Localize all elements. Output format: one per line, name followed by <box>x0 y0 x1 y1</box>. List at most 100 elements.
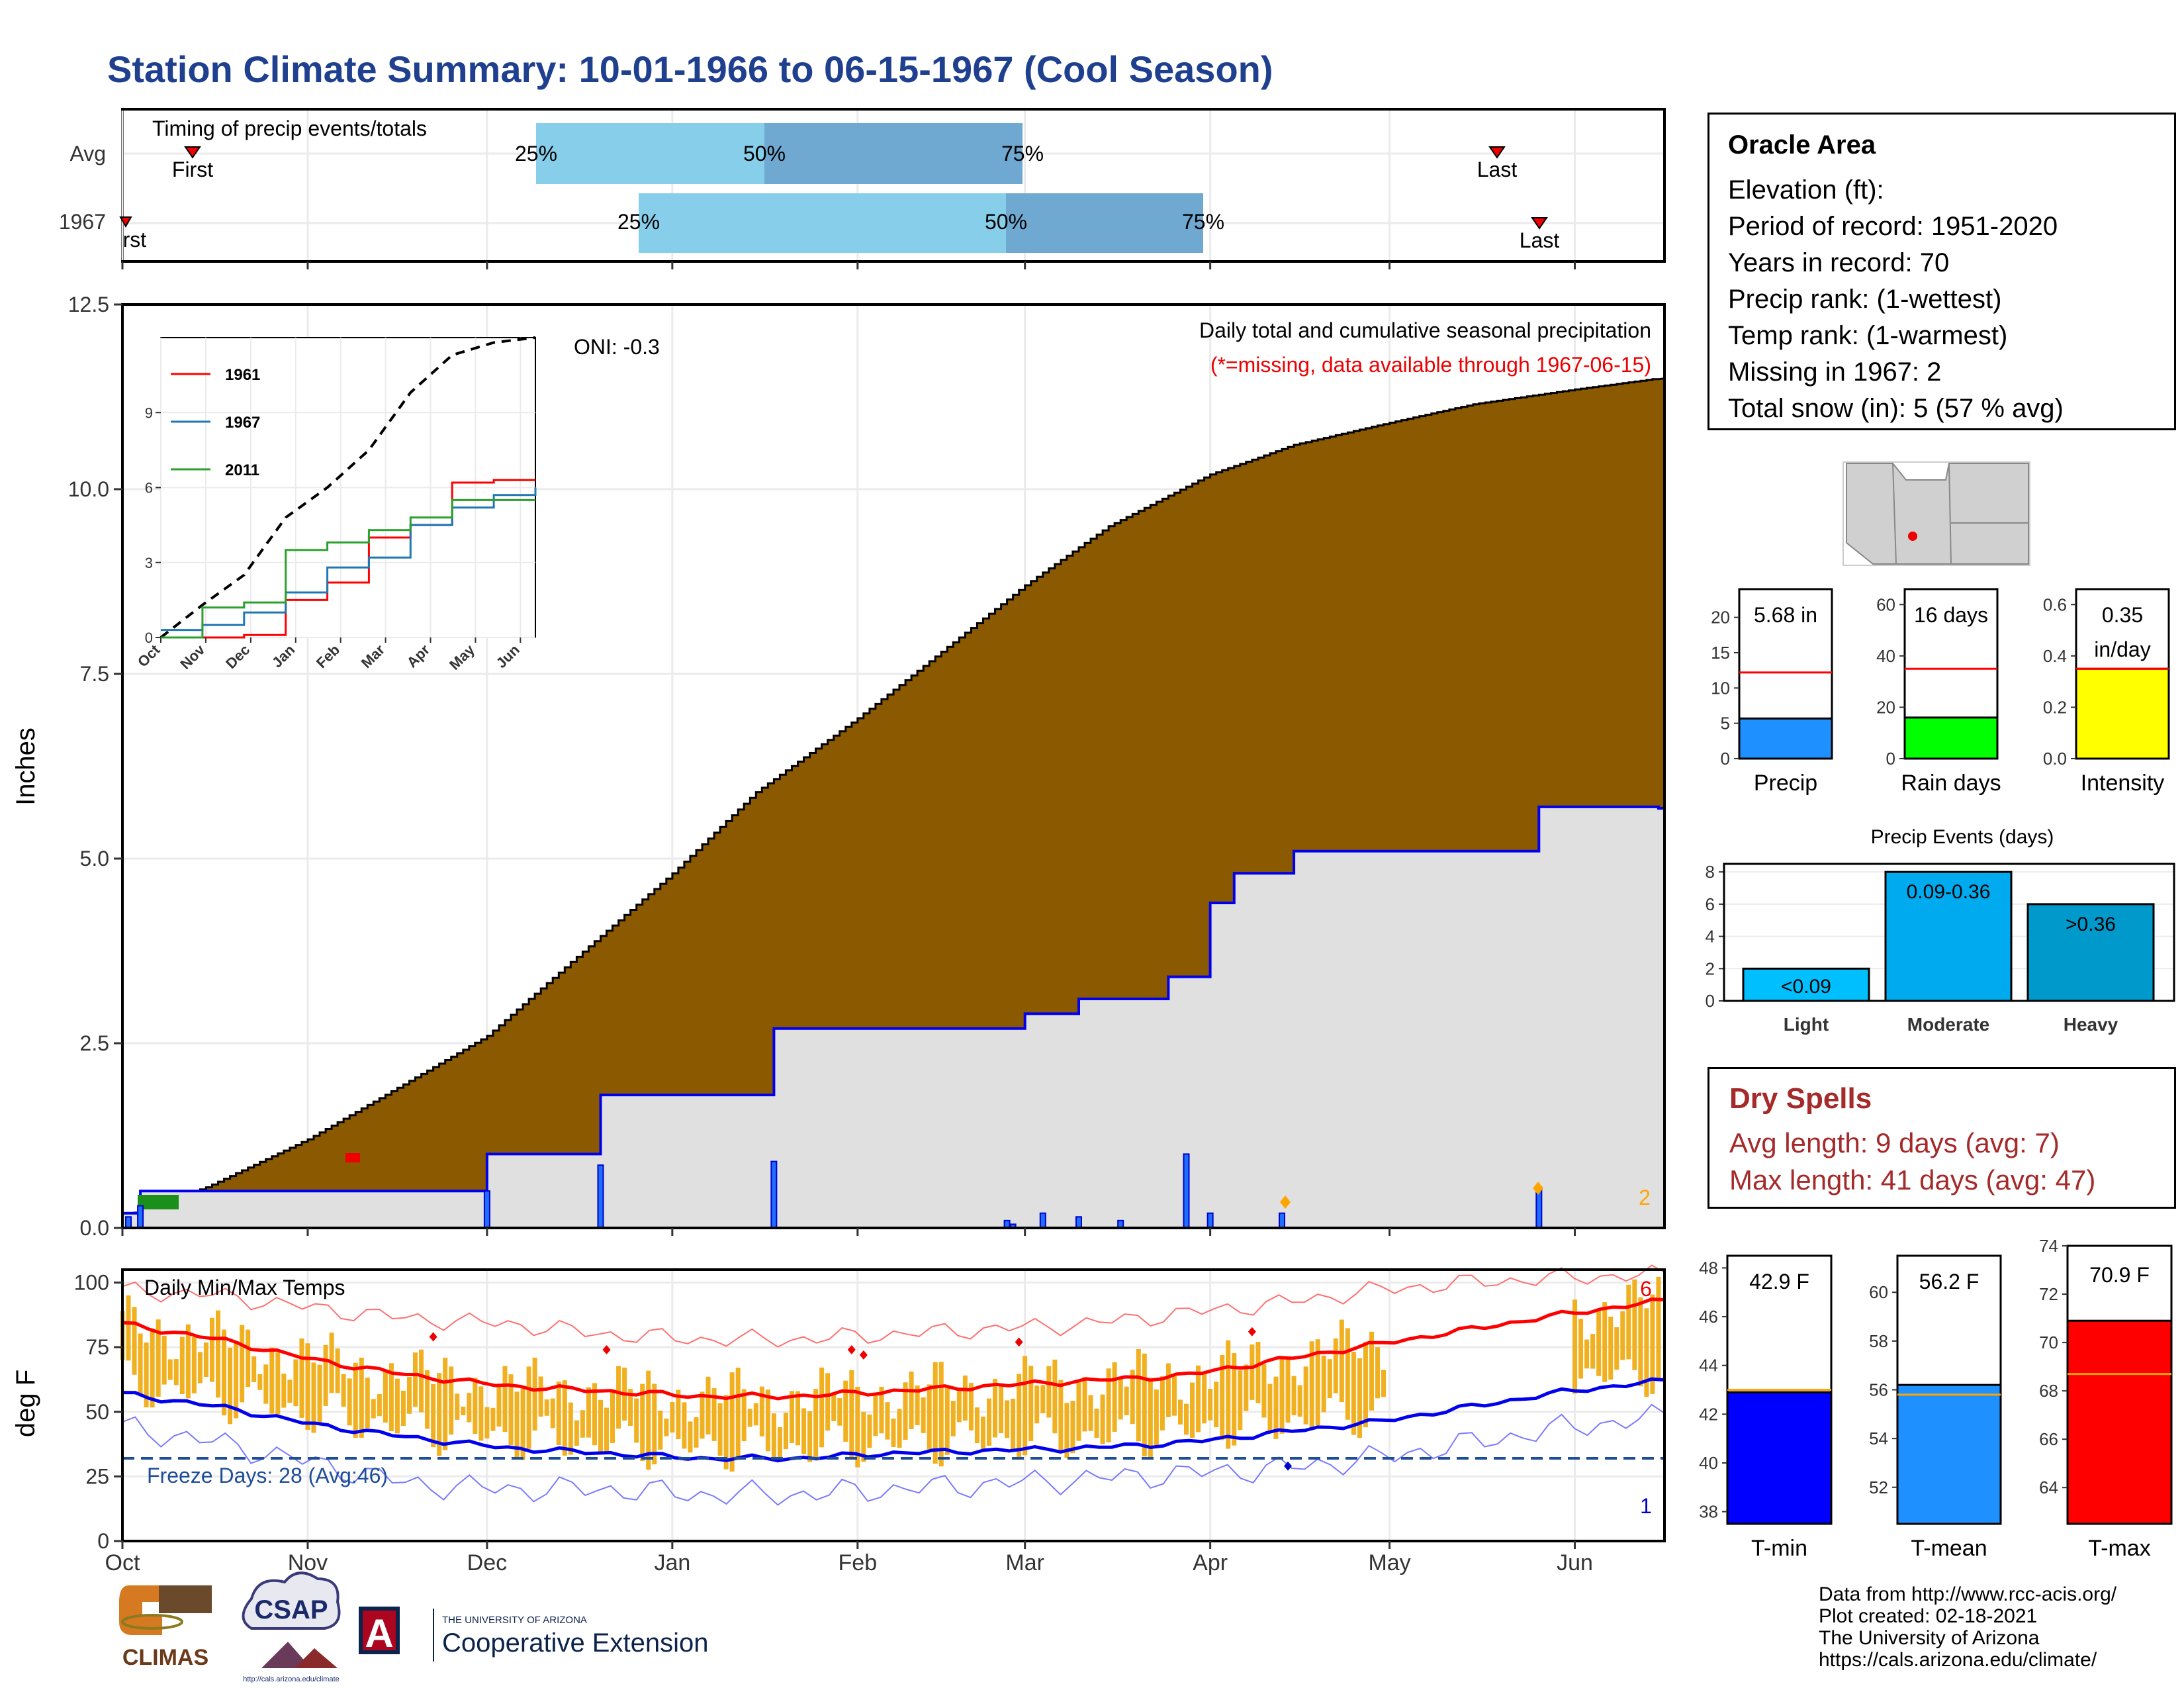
daily-temp-bar <box>735 1368 741 1460</box>
chart-category-label: Intensity <box>2081 771 2165 796</box>
daily-temp-bar <box>801 1408 807 1454</box>
daily-temp-bar <box>532 1357 537 1431</box>
daily-temp-bar <box>646 1370 651 1470</box>
daily-temp-bar <box>234 1341 239 1419</box>
daily-temp-bar <box>1160 1376 1165 1430</box>
csap-logo-text: CSAP <box>254 1595 328 1624</box>
daily-temp-bar <box>562 1380 567 1456</box>
daily-temp-bar <box>550 1398 555 1429</box>
daily-precip-bar <box>1039 1212 1046 1229</box>
daily-temp-bar <box>150 1328 155 1408</box>
daily-temp-bar <box>275 1352 281 1415</box>
page-title: Station Climate Summary: 10-01-1966 to 0… <box>107 48 1273 90</box>
daily-temp-bar <box>1638 1297 1643 1387</box>
chart-t-min: 38 40 42 44 46 48 42.9 F T-min <box>1699 1254 1833 1561</box>
daily-temp-bar <box>586 1387 591 1438</box>
station-elevation: Elevation (ft): <box>1728 175 1884 205</box>
daily-temp-bar <box>813 1389 819 1460</box>
daily-temp-bar <box>1321 1355 1326 1413</box>
events-bar-label: <0.09 <box>1781 976 1831 998</box>
daily-temp-bar <box>658 1410 663 1450</box>
daily-temp-bar <box>1154 1389 1159 1448</box>
daily-temp-bar <box>1244 1364 1249 1411</box>
daily-precip-bar <box>770 1160 778 1229</box>
daily-temp-bar <box>1363 1342 1368 1428</box>
daily-temp-bar <box>1165 1363 1171 1417</box>
inset-series-1961 <box>161 479 535 639</box>
temp-ytick-label: 50 <box>85 1400 109 1424</box>
temp-xtick-label: Mar <box>1005 1550 1044 1575</box>
daily-temp-bar <box>855 1386 860 1468</box>
daily-temp-bar <box>156 1319 161 1397</box>
chart-ytick-label: 58 <box>1869 1331 1888 1351</box>
csap-logo: CSAP http://cals.arizona.edu/climate <box>242 1571 341 1683</box>
chart-category-label: T-min <box>1751 1536 1807 1561</box>
daily-precip-bar <box>1183 1153 1190 1229</box>
daily-temp-bar <box>311 1362 316 1433</box>
events-ytick-label: 2 <box>1706 959 1715 978</box>
temp-xtick-label: Jan <box>654 1550 690 1575</box>
daily-temp-bar <box>400 1390 406 1427</box>
daily-temp-bar <box>729 1372 735 1472</box>
daily-temp-bar <box>723 1395 729 1470</box>
daily-temp-bar <box>1190 1382 1195 1438</box>
daily-temp-bar <box>502 1366 508 1432</box>
daily-temp-bar <box>1315 1339 1320 1426</box>
chart-ytick-label: 46 <box>1699 1307 1718 1327</box>
daily-temp-bar <box>1572 1299 1578 1394</box>
events-frame-outline <box>1723 863 2175 1002</box>
daily-temp-bar <box>269 1347 275 1414</box>
daily-temp-bar <box>1333 1338 1338 1393</box>
daily-temp-bar <box>849 1370 854 1460</box>
inset-legend-label: 2011 <box>225 461 259 479</box>
daily-temp-bar <box>867 1414 872 1448</box>
temp-ylabel: deg F <box>11 1370 40 1437</box>
inset-ytick-label: 6 <box>145 480 153 496</box>
timing-avg-first-marker <box>184 146 201 159</box>
chart-ytick-label: 52 <box>1869 1477 1888 1497</box>
chart-ytick-label: 5 <box>1721 714 1730 733</box>
daily-temp-bar <box>903 1382 908 1440</box>
ua-logo: A THE UNIVERSITY OF ARIZONA Cooperative … <box>359 1607 708 1662</box>
daily-temp-bar <box>592 1383 597 1446</box>
climas-logo: CLIMAS <box>119 1585 212 1670</box>
chart-ytick-label: 40 <box>1699 1453 1718 1473</box>
daily-temp-bar <box>1291 1376 1297 1415</box>
daily-temp-bar <box>962 1375 968 1421</box>
timing-1967-first-marker <box>119 216 132 228</box>
daily-temp-bar <box>1106 1368 1111 1442</box>
daily-temp-bar <box>1309 1341 1314 1430</box>
daily-temp-bar <box>191 1336 197 1394</box>
precip-ytick-label: 10.0 <box>68 477 109 501</box>
daily-temp-bar <box>741 1389 747 1442</box>
inset-ytick-label: 3 <box>145 555 153 571</box>
daily-temp-bar <box>1357 1358 1362 1438</box>
record-high-marker <box>429 1332 437 1342</box>
daily-temp-bar <box>1171 1375 1177 1416</box>
daily-temp-bar <box>293 1359 298 1407</box>
daily-temp-bar <box>1220 1354 1225 1440</box>
precip-ytick-label: 7.5 <box>80 662 109 686</box>
daily-temp-bar <box>473 1378 478 1434</box>
temp-panel: Freeze Days: 28 (Avg:46) Daily Min/Max T… <box>11 1264 1666 1575</box>
precip-ylabel: Inches <box>11 727 40 806</box>
daily-temp-bar <box>299 1338 304 1418</box>
daily-temp-bar <box>664 1418 669 1436</box>
daily-temp-bar <box>1614 1327 1619 1370</box>
daily-temp-bar <box>747 1409 752 1427</box>
ua-logo-bottom: Cooperative Extension <box>442 1628 708 1658</box>
timing-title: Timing of precip events/totals <box>152 117 427 140</box>
daily-temp-bar <box>323 1344 328 1406</box>
daily-temp-bar <box>341 1374 346 1407</box>
daily-temp-bar <box>1297 1385 1302 1417</box>
daily-temp-bar <box>1100 1394 1105 1444</box>
daily-temp-bar <box>1196 1365 1201 1432</box>
chart-ytick-label: 68 <box>2039 1381 2058 1401</box>
daily-temp-bar <box>132 1307 137 1375</box>
dry-spells-title: Dry Spells <box>1729 1082 1872 1115</box>
daily-temp-bar <box>861 1411 866 1462</box>
chart-ytick-label: 44 <box>1699 1356 1718 1376</box>
daily-temp-bar <box>783 1413 788 1450</box>
daily-temp-bar <box>1088 1395 1093 1431</box>
dry-spells-avg: Avg length: 9 days (avg: 7) <box>1729 1127 2060 1158</box>
